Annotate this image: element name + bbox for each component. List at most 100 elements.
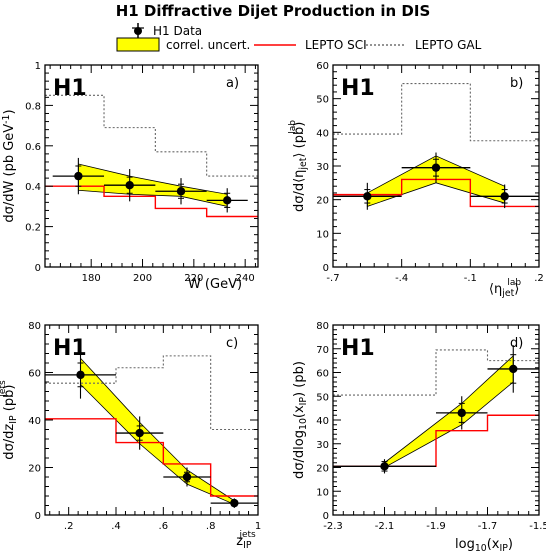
data-point xyxy=(163,467,211,487)
data-point-marker xyxy=(363,192,372,201)
correlated-uncertainty-band xyxy=(384,354,514,469)
lepto-sci-histogram xyxy=(45,418,258,497)
x-tick-label: .8 xyxy=(206,521,216,532)
y-tick-label: 80 xyxy=(316,321,329,332)
x-tick-label: 180 xyxy=(82,273,101,284)
y-tick-label: 0 xyxy=(35,511,41,522)
y-tick-label: 30 xyxy=(316,440,329,451)
x-tick-label: 220 xyxy=(184,273,203,284)
y-axis-title: dσ/d⟨ηjet⟩ (pb)lab xyxy=(288,120,309,212)
y-tick-label: 0.4 xyxy=(25,182,41,193)
y-axis-title: dσ/dlog10(xIP) (pb) xyxy=(292,361,309,479)
y-tick-label: 1 xyxy=(35,61,41,72)
data-point-marker xyxy=(230,498,239,508)
experiment-label: H1 xyxy=(53,336,87,361)
panel-2: 0 10 20 30 40 50 60 -.7 -.4 -.1 .2 H1 b) dσ/d⟨ηjet⟩ (… xyxy=(288,61,544,299)
y-tick-label: 30 xyxy=(316,162,329,173)
data-point-marker xyxy=(380,462,389,471)
lepto-sci-histogram xyxy=(45,185,258,218)
x-tick-label: -1.9 xyxy=(426,521,446,532)
y-tick-label: 60 xyxy=(316,369,329,380)
y-tick-label: 20 xyxy=(316,464,329,475)
data-point-marker xyxy=(500,192,509,201)
panel-letter: b) xyxy=(510,76,523,91)
y-tick-label: 50 xyxy=(316,392,329,403)
data-point xyxy=(401,152,471,183)
data-point-marker xyxy=(76,370,85,380)
y-tick-label: 20 xyxy=(28,464,41,475)
data-point-marker xyxy=(182,472,192,482)
data-point xyxy=(333,182,402,210)
data-point xyxy=(52,157,105,195)
y-tick-label: 60 xyxy=(28,369,41,380)
x-tick-label: .2 xyxy=(64,521,74,532)
data-point-marker xyxy=(176,187,186,196)
data-point xyxy=(206,188,248,213)
x-axis-title: W (GeV) xyxy=(188,277,242,292)
x-tick-label: 200 xyxy=(133,273,152,284)
y-tick-label: 50 xyxy=(316,95,329,106)
experiment-label: H1 xyxy=(53,76,87,101)
x-tick-label: .6 xyxy=(159,521,169,532)
data-point-marker xyxy=(125,180,134,190)
x-tick-label: -.1 xyxy=(464,273,477,284)
experiment-label: H1 xyxy=(341,336,375,361)
x-tick-label: -1.5 xyxy=(529,521,546,532)
y-tick-label: 0 xyxy=(323,263,329,274)
data-point-marker xyxy=(223,196,232,205)
panel-4: 0 10 20 30 40 50 60 70 80 -2.3 -2.1 -1.9 -1.7 -1.5 H1 d… xyxy=(292,321,546,554)
y-tick-label: 0.8 xyxy=(25,101,41,112)
y-tick-label: 40 xyxy=(316,416,329,427)
y-tick-label: 70 xyxy=(316,345,329,356)
legend-sci-label: LEPTO SCI xyxy=(305,38,367,52)
lepto-gal-histogram xyxy=(333,82,539,142)
data-point-marker xyxy=(135,428,144,438)
data-point-marker xyxy=(74,171,83,181)
y-tick-label: 20 xyxy=(316,196,329,207)
lepto-gal-histogram xyxy=(333,349,539,396)
x-tick-label: .4 xyxy=(111,521,121,532)
figure-title: H1 Diffractive Dijet Production in DIS xyxy=(116,2,431,20)
x-tick-label: -2.1 xyxy=(375,521,395,532)
x-axis-title: log10(xIP) xyxy=(455,537,513,554)
x-axis-title: ⟨ηjet⟩lab xyxy=(489,278,521,299)
data-point xyxy=(104,169,156,202)
data-point xyxy=(487,345,539,393)
data-point xyxy=(45,351,116,399)
data-point xyxy=(155,178,207,205)
y-tick-label: 40 xyxy=(316,128,329,139)
data-point xyxy=(116,416,164,450)
legend-gal-label: LEPTO GAL xyxy=(415,38,482,52)
y-tick-label: 60 xyxy=(316,61,329,72)
x-tick-label: -.7 xyxy=(326,273,339,284)
legend-data-marker xyxy=(132,23,144,39)
panel-letter: a) xyxy=(226,76,239,91)
y-axis-title: dσ/dzIP (pb)jets xyxy=(0,380,19,460)
experiment-label: H1 xyxy=(341,76,375,101)
y-tick-label: 10 xyxy=(316,487,329,498)
plot-frame xyxy=(44,64,259,268)
data-point xyxy=(436,396,488,430)
y-tick-label: 80 xyxy=(28,321,41,332)
lepto-sci-histogram xyxy=(333,178,539,208)
legend: H1 Data correl. uncert. LEPTO SCI LEPTO … xyxy=(116,23,482,52)
data-point xyxy=(470,184,539,209)
x-tick-label: -2.3 xyxy=(323,521,343,532)
data-point xyxy=(333,459,436,474)
y-tick-label: 40 xyxy=(28,416,41,427)
data-point xyxy=(210,498,258,508)
data-point-marker xyxy=(457,408,466,418)
data-point-marker xyxy=(509,364,518,374)
y-tick-label: 10 xyxy=(316,229,329,240)
legend-band-swatch xyxy=(116,37,160,52)
y-tick-label: 0.6 xyxy=(25,142,41,153)
legend-band-label: correl. uncert. xyxy=(166,38,250,52)
x-tick-label: 1 xyxy=(255,521,261,532)
panel-letter: c) xyxy=(226,336,238,351)
x-tick-label: .2 xyxy=(534,273,544,284)
y-tick-label: 0 xyxy=(35,263,41,274)
y-tick-label: 0.2 xyxy=(25,223,41,234)
lepto-gal-histogram xyxy=(45,94,258,177)
